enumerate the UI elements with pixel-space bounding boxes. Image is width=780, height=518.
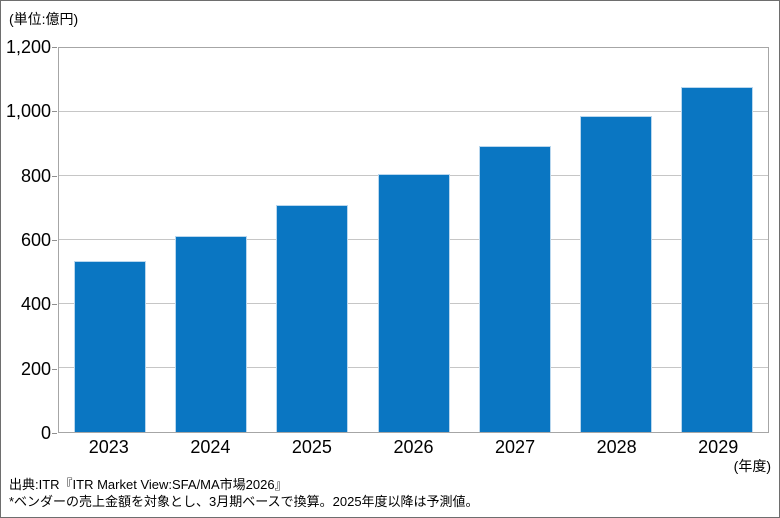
x-axis-label-2029: 2029	[698, 437, 739, 457]
x-axis-unit-label: (年度)	[733, 458, 771, 474]
bar-2023	[73, 260, 146, 432]
source-line-2: *ベンダーの売上金額を対象とし、3月期ベースで換算。2025年度以降は予測値。	[9, 494, 479, 509]
y-axis-label-800: 800	[20, 165, 51, 186]
bar-2027	[478, 145, 551, 432]
x-axis-label-2027: 2027	[495, 437, 536, 457]
y-axis-label-600: 600	[20, 230, 51, 250]
bar-2026	[377, 174, 450, 432]
y-axis-tick	[52, 47, 57, 48]
y-axis-label-1,200: 1,200	[5, 37, 51, 57]
y-axis-tick	[52, 433, 57, 434]
plot-area	[58, 47, 769, 433]
y-axis-unit-label: (単位:億円)	[9, 11, 79, 27]
y-axis-label-400: 400	[20, 294, 51, 315]
y-axis-label-1,000: 1,000	[5, 101, 51, 122]
x-axis-label-2023: 2023	[88, 437, 129, 457]
x-axis-label-2026: 2026	[393, 437, 434, 457]
bar-2028	[580, 116, 653, 432]
bar-2024	[174, 236, 247, 432]
y-axis-label-200: 200	[20, 358, 51, 379]
y-axis-label-0: 0	[40, 423, 51, 443]
y-axis-tick	[52, 175, 57, 177]
bar-2025	[276, 204, 349, 432]
source-line-1: 出典:ITR『ITR Market View:SFA/MA市場2026』	[9, 477, 288, 492]
source-note: 出典:ITR『ITR Market View:SFA/MA市場2026』 *ベン…	[9, 476, 479, 510]
gridline-1000	[59, 111, 768, 112]
x-axis-label-2028: 2028	[596, 437, 637, 457]
x-axis-label-2025: 2025	[291, 437, 332, 457]
bar-2029	[681, 87, 754, 432]
y-axis-tick	[52, 304, 57, 306]
y-axis-tick	[52, 111, 57, 113]
x-axis-label-2024: 2024	[190, 437, 231, 457]
y-axis-tick	[52, 240, 57, 241]
y-axis-tick	[52, 368, 57, 370]
